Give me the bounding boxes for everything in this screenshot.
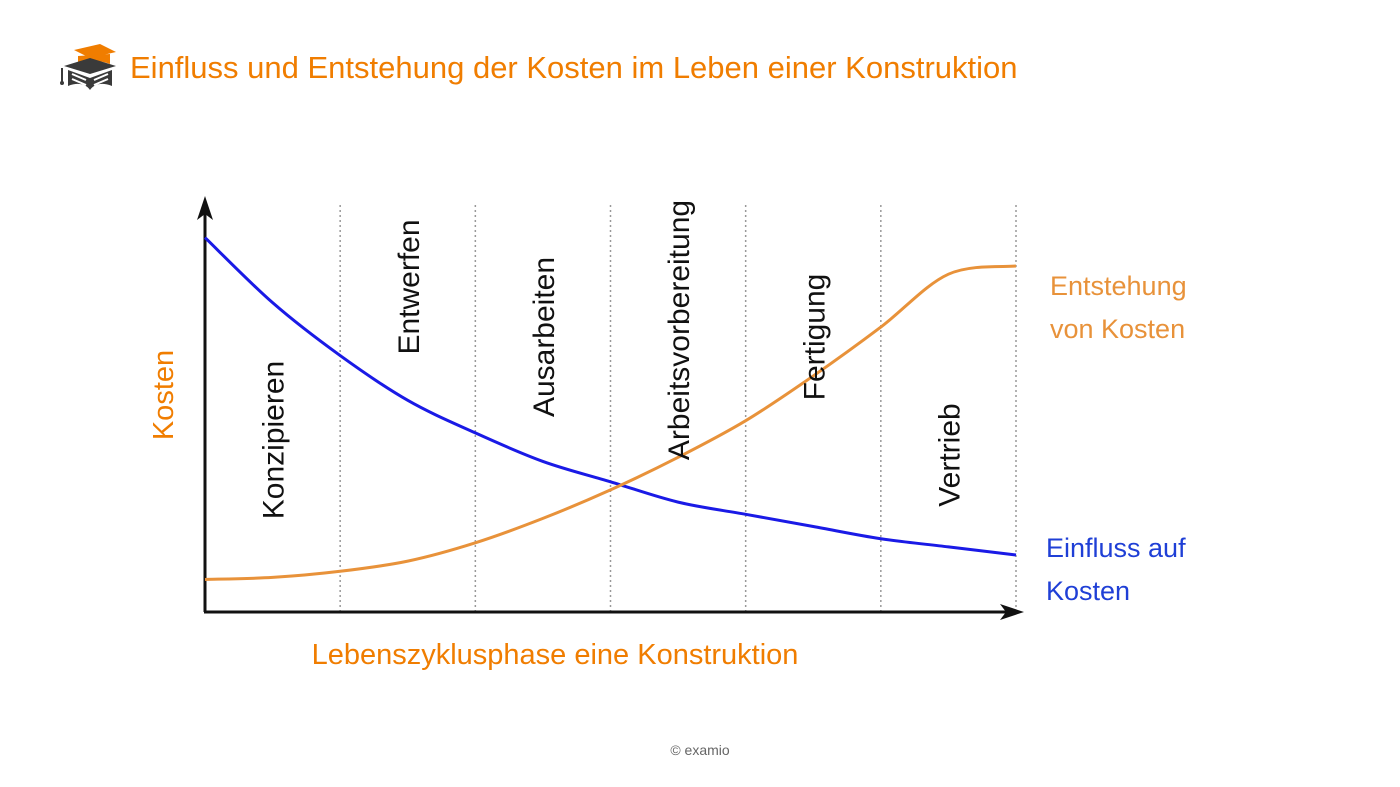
series-labels: Einfluss auf Kosten Entstehung von Kosten bbox=[1046, 271, 1187, 606]
chart-axes bbox=[197, 196, 1024, 620]
slide-header: Einfluss und Entstehung der Kosten im Le… bbox=[60, 40, 1018, 96]
copyright-notice: © examio bbox=[670, 742, 730, 758]
y-axis-label: Kosten bbox=[148, 350, 180, 440]
x-axis-arrow bbox=[1000, 604, 1024, 620]
phase-label: Vertrieb bbox=[933, 403, 966, 506]
series-label: Einfluss auf bbox=[1046, 533, 1186, 563]
series-label: Kosten bbox=[1046, 576, 1130, 606]
phase-label: Fertigung bbox=[798, 274, 831, 401]
series-line-entstehung bbox=[204, 264, 1017, 581]
y-axis-arrow bbox=[197, 196, 213, 220]
phase-label: Ausarbeiten bbox=[528, 257, 561, 417]
series-line-einfluss bbox=[203, 236, 1017, 557]
graduation-cap-book-icon bbox=[60, 44, 116, 90]
series-label: von Kosten bbox=[1050, 314, 1185, 344]
phase-labels: Konzipieren Entwerfen Ausarbeiten Arbeitsvo… bbox=[258, 200, 967, 519]
series-label: Entstehung bbox=[1050, 271, 1187, 301]
phase-label: Arbeitsvorbereitung bbox=[663, 200, 696, 460]
x-axis-label: Lebenszyklusphase eine Konstruktion bbox=[312, 639, 799, 671]
chart-curves bbox=[203, 236, 1017, 581]
phase-label: Entwerfen bbox=[393, 219, 426, 354]
phase-label: Konzipieren bbox=[258, 361, 291, 519]
slide-title: Einfluss und Entstehung der Kosten im Le… bbox=[130, 50, 1018, 85]
